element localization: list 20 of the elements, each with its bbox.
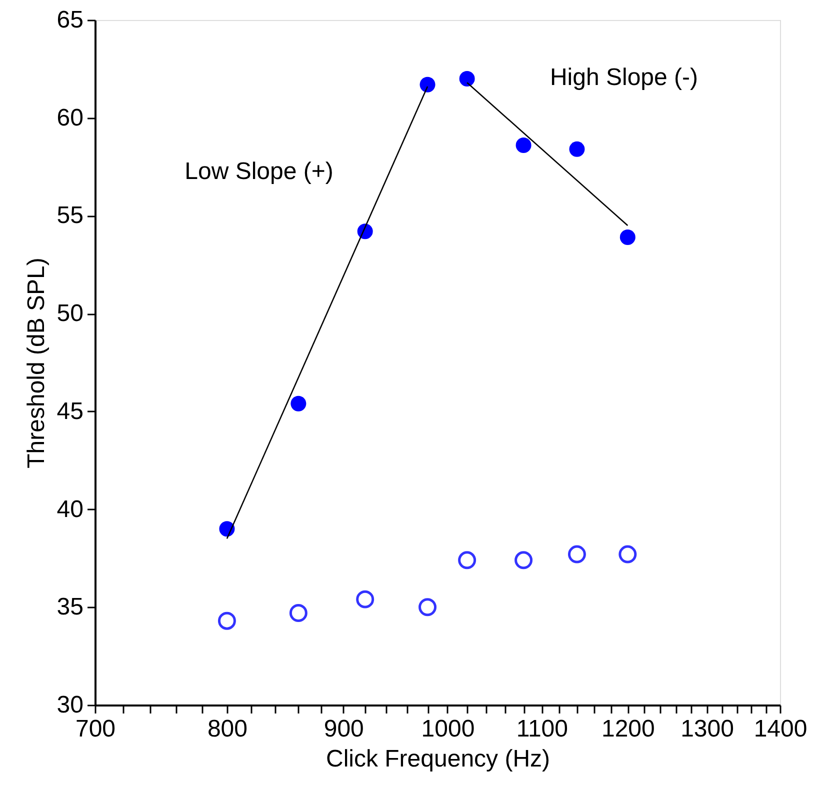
x-tick-label: 700: [75, 716, 116, 742]
x-tick-label: 1100: [516, 716, 568, 742]
annotation: High Slope (-): [550, 64, 698, 91]
x-tick-label: 1000: [421, 716, 475, 742]
x-axis-title: Click Frequency (Hz): [326, 746, 550, 772]
y-tick-label: 40: [56, 496, 84, 523]
annotation: Low Slope (+): [184, 158, 334, 185]
y-tick-label: 35: [56, 594, 84, 621]
x-tick-label: 1200: [601, 716, 655, 742]
y-tick-label: 60: [56, 104, 84, 132]
x-tick-label: 1300: [680, 716, 734, 742]
y-tick-label: 30: [56, 692, 84, 718]
y-axis-title: Threshold (dB SPL): [22, 258, 50, 468]
y-tick-label: 45: [56, 398, 84, 425]
x-tick-label: 800: [207, 716, 248, 742]
x-tick-label: 1400: [754, 716, 808, 742]
x-tick-label: 900: [324, 716, 364, 742]
y-tick-label: 50: [56, 300, 84, 328]
y-tick-label: 65: [56, 6, 84, 34]
y-tick-label: 55: [56, 202, 84, 230]
